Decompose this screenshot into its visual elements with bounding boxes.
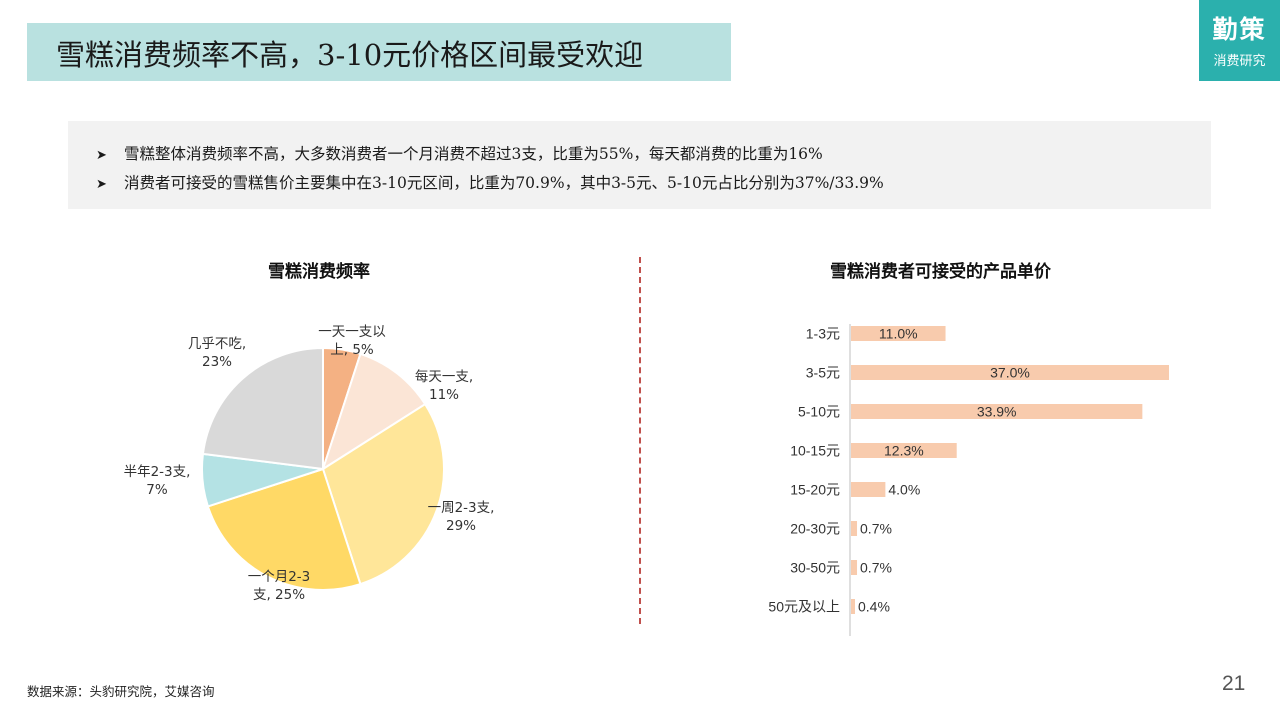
bar-value-label: 0.4% — [858, 599, 890, 615]
pie-chart-title: 雪糕消费频率 — [268, 262, 370, 282]
pie-slice-label: 一个月2-3 — [248, 569, 311, 585]
title-banner: 雪糕消费频率不高，3-10元价格区间最受欢迎 — [27, 23, 731, 81]
pie-slice-label: 29% — [446, 518, 476, 534]
pie-slice-label: 23% — [202, 354, 232, 370]
bar — [851, 560, 858, 575]
arrow-bullet-icon: ➤ — [96, 148, 107, 163]
bar-category-label: 15-20元 — [790, 482, 840, 498]
bar — [851, 404, 1143, 419]
bar-value-label: 0.7% — [860, 521, 892, 537]
bar-category-label: 3-5元 — [806, 365, 840, 381]
bar — [851, 599, 855, 614]
pie-slice-label: 7% — [146, 482, 168, 498]
pie-slice-label: 一周2-3支, — [428, 500, 495, 516]
section-divider — [639, 257, 641, 624]
bar-value-label: 4.0% — [888, 482, 920, 498]
bar-category-label: 1-3元 — [806, 326, 840, 342]
pie-slice — [321, 402, 445, 586]
pie-slice — [321, 352, 427, 472]
summary-bullet-text: 雪糕整体消费频率不高，大多数消费者一个月消费不超过3支，比重为55%，每天都消费… — [124, 145, 823, 163]
page-title: 雪糕消费频率不高，3-10元价格区间最受欢迎 — [56, 38, 644, 72]
pie-slice — [201, 346, 324, 471]
bar — [851, 326, 946, 341]
summary-bullet-1: ➤ 雪糕整体消费频率不高，大多数消费者一个月消费不超过3支，比重为55%，每天都消… — [96, 142, 823, 164]
arrow-bullet-icon: ➤ — [96, 177, 107, 192]
bar-category-label: 30-50元 — [790, 560, 840, 576]
summary-bullet-text: 消费者可接受的雪糕售价主要集中在3-10元区间，比重为70.9%，其中3-5元、… — [124, 174, 884, 192]
bar — [851, 521, 858, 536]
bar-category-label: 10-15元 — [790, 443, 840, 459]
brand-logo: 勤策 消费研究 — [1199, 0, 1280, 81]
bar-value-label: 12.3% — [884, 443, 924, 459]
summary-box: ➤ 雪糕整体消费频率不高，大多数消费者一个月消费不超过3支，比重为55%，每天都消… — [68, 121, 1211, 209]
pie-slice — [206, 467, 362, 591]
bar-value-label: 37.0% — [990, 365, 1030, 381]
page-number: 21 — [1222, 672, 1246, 695]
pie-slice-label: 11% — [429, 387, 459, 403]
data-source-note: 数据来源：头豹研究院，艾媒咨询 — [27, 684, 215, 699]
bar — [851, 482, 886, 497]
bar — [851, 443, 957, 458]
bar-value-label: 11.0% — [879, 326, 918, 342]
bar-category-label: 20-30元 — [790, 521, 840, 537]
pie-slice-label: 一天一支以 — [318, 324, 386, 340]
pie-slice-label: 支, 25% — [253, 587, 305, 603]
logo-sub-text: 消费研究 — [1213, 54, 1266, 69]
bar-chart-title: 雪糕消费者可接受的产品单价 — [830, 262, 1051, 282]
pie-slice-label: 每天一支, — [415, 369, 473, 385]
bar — [851, 365, 1169, 380]
bar-value-label: 33.9% — [977, 404, 1017, 420]
pie-slice-label: 几乎不吃, — [188, 336, 246, 352]
pie-slice-label: 半年2-3支, — [124, 464, 191, 480]
bar-category-label: 50元及以上 — [768, 599, 840, 615]
bar-value-label: 0.7% — [860, 560, 892, 576]
bar-category-label: 5-10元 — [798, 404, 840, 420]
logo-main-text: 勤策 — [1212, 15, 1267, 44]
summary-bullet-2: ➤ 消费者可接受的雪糕售价主要集中在3-10元区间，比重为70.9%，其中3-5元… — [96, 171, 884, 193]
